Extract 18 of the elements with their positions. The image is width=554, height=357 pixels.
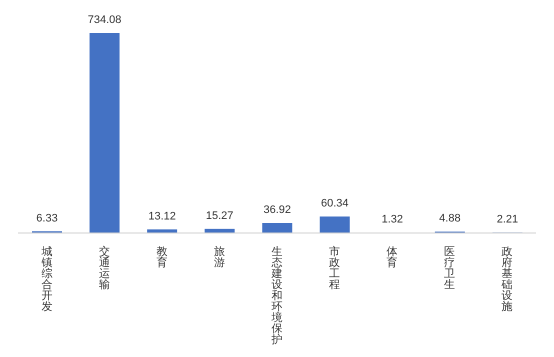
category-label: 生态建设和环境保护 bbox=[272, 245, 282, 346]
x-tick-label: 市政工程 bbox=[329, 245, 340, 291]
x-tick-label: 教育 bbox=[156, 245, 168, 269]
x-tick-label: 医疗卫生 bbox=[444, 245, 456, 291]
data-label: 734.08 bbox=[88, 14, 122, 26]
data-label: 36.92 bbox=[263, 204, 291, 216]
data-label: 1.32 bbox=[382, 214, 404, 226]
data-label: 15.27 bbox=[206, 210, 234, 222]
data-label: 6.33 bbox=[36, 212, 58, 224]
data-label: 4.88 bbox=[439, 212, 461, 225]
data-label: 2.21 bbox=[496, 213, 518, 226]
data-label: 13.12 bbox=[148, 210, 176, 222]
x-tick-label: 体育 bbox=[386, 245, 398, 269]
x-tick-label: 交通运输 bbox=[98, 245, 110, 291]
x-tick-label: 政府基础设施 bbox=[500, 245, 513, 313]
x-tick-label: 旅游 bbox=[214, 245, 225, 269]
data-label: 60.34 bbox=[321, 198, 349, 210]
x-tick-label: 城镇综合开发 bbox=[40, 245, 52, 313]
